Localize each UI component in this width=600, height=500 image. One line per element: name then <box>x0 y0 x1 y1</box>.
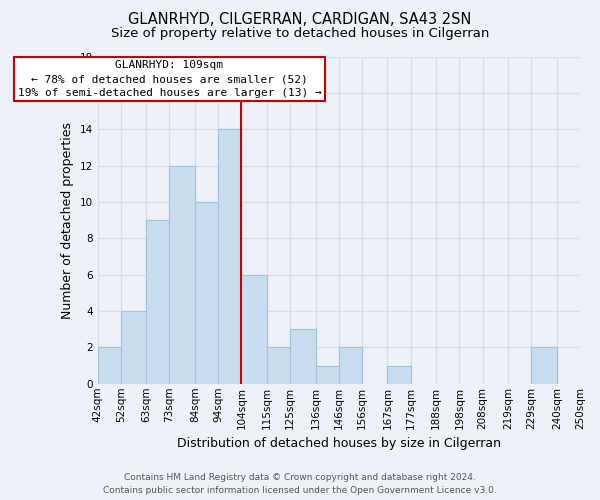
Bar <box>98 348 121 384</box>
Bar <box>218 129 241 384</box>
Text: Size of property relative to detached houses in Cilgerran: Size of property relative to detached ho… <box>111 28 489 40</box>
Bar <box>241 274 267 384</box>
Bar <box>267 348 290 384</box>
Bar <box>388 366 410 384</box>
Y-axis label: Number of detached properties: Number of detached properties <box>61 122 74 318</box>
Text: GLANRHYD, CILGERRAN, CARDIGAN, SA43 2SN: GLANRHYD, CILGERRAN, CARDIGAN, SA43 2SN <box>128 12 472 28</box>
Bar <box>169 166 195 384</box>
Text: Contains HM Land Registry data © Crown copyright and database right 2024.
Contai: Contains HM Land Registry data © Crown c… <box>103 474 497 495</box>
Bar <box>146 220 169 384</box>
Bar <box>531 348 557 384</box>
Bar <box>121 311 146 384</box>
Bar <box>339 348 362 384</box>
Bar <box>290 329 316 384</box>
Bar <box>195 202 218 384</box>
Text: GLANRHYD: 109sqm
← 78% of detached houses are smaller (52)
19% of semi-detached : GLANRHYD: 109sqm ← 78% of detached house… <box>17 60 322 98</box>
X-axis label: Distribution of detached houses by size in Cilgerran: Distribution of detached houses by size … <box>177 437 501 450</box>
Bar <box>316 366 339 384</box>
